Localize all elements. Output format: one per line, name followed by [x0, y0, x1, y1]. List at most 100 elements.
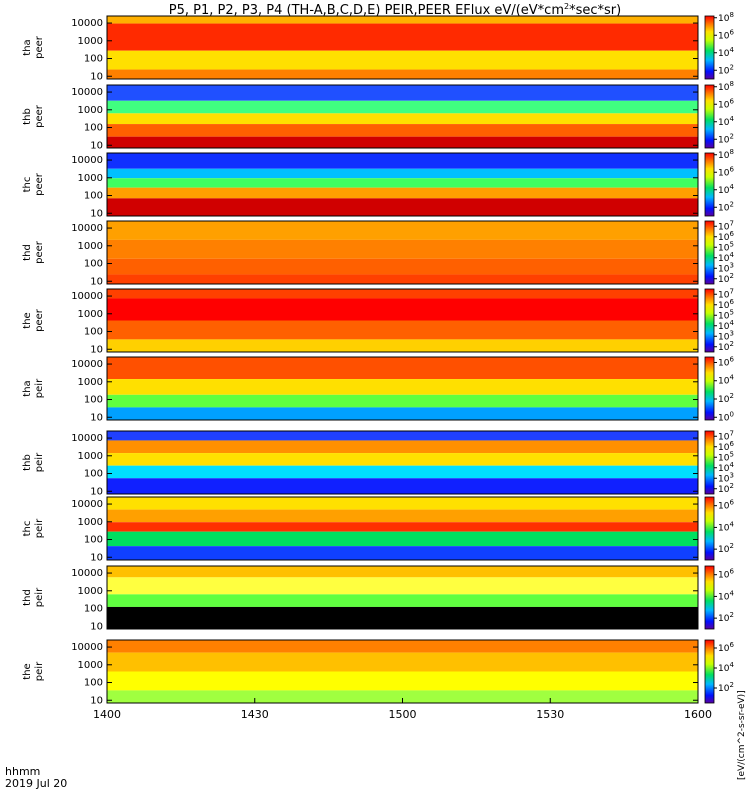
colorbar: [704, 565, 715, 630]
colorbar-tick-label: 105: [718, 240, 734, 253]
panel-frame: [106, 356, 699, 421]
y-tick-label: 10: [90, 552, 103, 563]
spectrogram-band: [107, 298, 698, 321]
panel-instrument-label: peer: [34, 35, 45, 59]
panel-probe-label: thd: [22, 244, 33, 261]
colorbar-tick-label: 104: [718, 251, 734, 264]
spectrogram-band: [107, 509, 698, 523]
y-tick-label: 10: [90, 208, 103, 219]
colorbar: [704, 496, 715, 561]
panel-frame: [106, 496, 699, 561]
y-tick-label: 100: [84, 604, 103, 615]
panel-instrument-label: peer: [34, 308, 45, 332]
colorbar-tick-label: 107: [718, 429, 734, 442]
colorbar-tick-label: 106: [718, 97, 734, 110]
y-tick-label: 10: [90, 486, 103, 497]
spectrogram-band: [107, 531, 698, 547]
colorbar-tick-label: 102: [718, 482, 734, 495]
panel-probe-label: tha: [22, 380, 33, 396]
colorbar-tick-label: 102: [718, 611, 734, 624]
spectrogram-band: [107, 440, 698, 454]
panel-thd-peir: 10 100 1000 10000 thd peir 106 104 102: [22, 565, 734, 632]
panel-frame: [106, 430, 699, 495]
panel-tha-peir: 10 100 1000 10000 tha peir 106 104 102 100: [22, 355, 734, 423]
y-tick-label: 1000: [78, 173, 103, 184]
x-axis-format-label: hhmm: [5, 765, 40, 778]
y-tick-label: 1000: [78, 451, 103, 462]
y-tick-label: 100: [84, 469, 103, 480]
spectrogram-band: [107, 274, 698, 284]
x-tick-label: 1530: [536, 708, 564, 721]
y-tick-label: 1000: [78, 241, 103, 252]
spectrogram-band: [107, 239, 698, 259]
colorbar-tick-label: 106: [718, 641, 734, 654]
spectrogram-band: [107, 23, 698, 51]
colorbar-tick-label: 106: [718, 230, 734, 243]
panel-tha-peer: 10 100 1000 10000 tha peer 108 106 104 102: [22, 11, 734, 83]
colorbar-tick-label: 106: [718, 298, 734, 311]
y-tick-label: 1000: [78, 517, 103, 528]
y-tick-label: 10000: [71, 291, 103, 302]
y-tick-label: 100: [84, 327, 103, 338]
spectrogram-band: [107, 546, 698, 560]
panel-frame: [106, 220, 699, 285]
panel-thb-peer: 10 100 1000 10000 thb peer 108 106 104 102: [22, 80, 734, 152]
colorbar-tick-label: 102: [718, 542, 734, 555]
x-axis-date-label: 2019 Jul 20: [5, 777, 67, 790]
y-tick-label: 10000: [71, 499, 103, 510]
spectrogram-band: [107, 431, 698, 441]
spectrogram-band: [107, 407, 698, 420]
x-tick-label: 1400: [93, 708, 121, 721]
panel-probe-label: thd: [22, 589, 33, 606]
panel-frame: [106, 288, 699, 353]
y-tick-label: 10: [90, 412, 103, 423]
colorbar-tick-label: 100: [718, 410, 734, 423]
colorbar-tick-label: 102: [718, 63, 734, 76]
colorbar-tick-label: 108: [718, 80, 734, 93]
y-tick-label: 10000: [71, 223, 103, 234]
colorbar-tick-label: 106: [718, 355, 734, 368]
spectrogram-band: [107, 566, 698, 578]
colorbar: [704, 84, 715, 149]
x-tick-label: 1500: [389, 708, 417, 721]
panel-probe-label: thb: [22, 454, 33, 471]
y-tick-label: 1000: [78, 586, 103, 597]
y-tick-label: 10: [90, 695, 103, 706]
colorbar-tick-label: 106: [718, 568, 734, 581]
colorbar-unit-label: [eV/(cm^2-s-sr-eV)]: [737, 690, 747, 780]
panel-instrument-label: peer: [34, 172, 45, 196]
colorbar-tick-label: 104: [718, 374, 734, 387]
y-tick-label: 1000: [78, 660, 103, 671]
spectrogram-band: [107, 394, 698, 408]
spectrogram-band: [107, 320, 698, 340]
colorbar-tick-label: 102: [718, 681, 734, 694]
spectrogram-band: [107, 100, 698, 114]
spectrogram-band: [107, 497, 698, 510]
colorbar-tick-label: 107: [718, 219, 734, 232]
spectrogram-band: [107, 339, 698, 352]
panel-frame: [106, 152, 699, 217]
panel-instrument-label: peir: [34, 587, 45, 607]
spectrogram-band: [107, 640, 698, 653]
spectrogram-band: [107, 16, 698, 24]
panel-probe-label: the: [22, 312, 33, 328]
panel-instrument-label: peir: [34, 452, 45, 472]
spectrogram-band: [107, 522, 698, 532]
y-tick-label: 10: [90, 276, 103, 287]
colorbar-tick-label: 108: [718, 11, 734, 24]
panel-instrument-label: peer: [34, 240, 45, 264]
y-tick-label: 100: [84, 123, 103, 134]
y-tick-label: 100: [84, 678, 103, 689]
colorbar: [704, 152, 715, 217]
spectrogram-band: [107, 85, 698, 101]
y-tick-label: 1000: [78, 36, 103, 47]
panel-probe-label: thb: [22, 108, 33, 125]
panel-instrument-label: peir: [34, 518, 45, 538]
colorbar-tick-label: 102: [718, 340, 734, 353]
spectrogram-band: [107, 671, 698, 691]
spectrogram-band: [107, 465, 698, 479]
spectrogram-band: [107, 258, 698, 275]
colorbar-tick-label: 102: [718, 132, 734, 145]
